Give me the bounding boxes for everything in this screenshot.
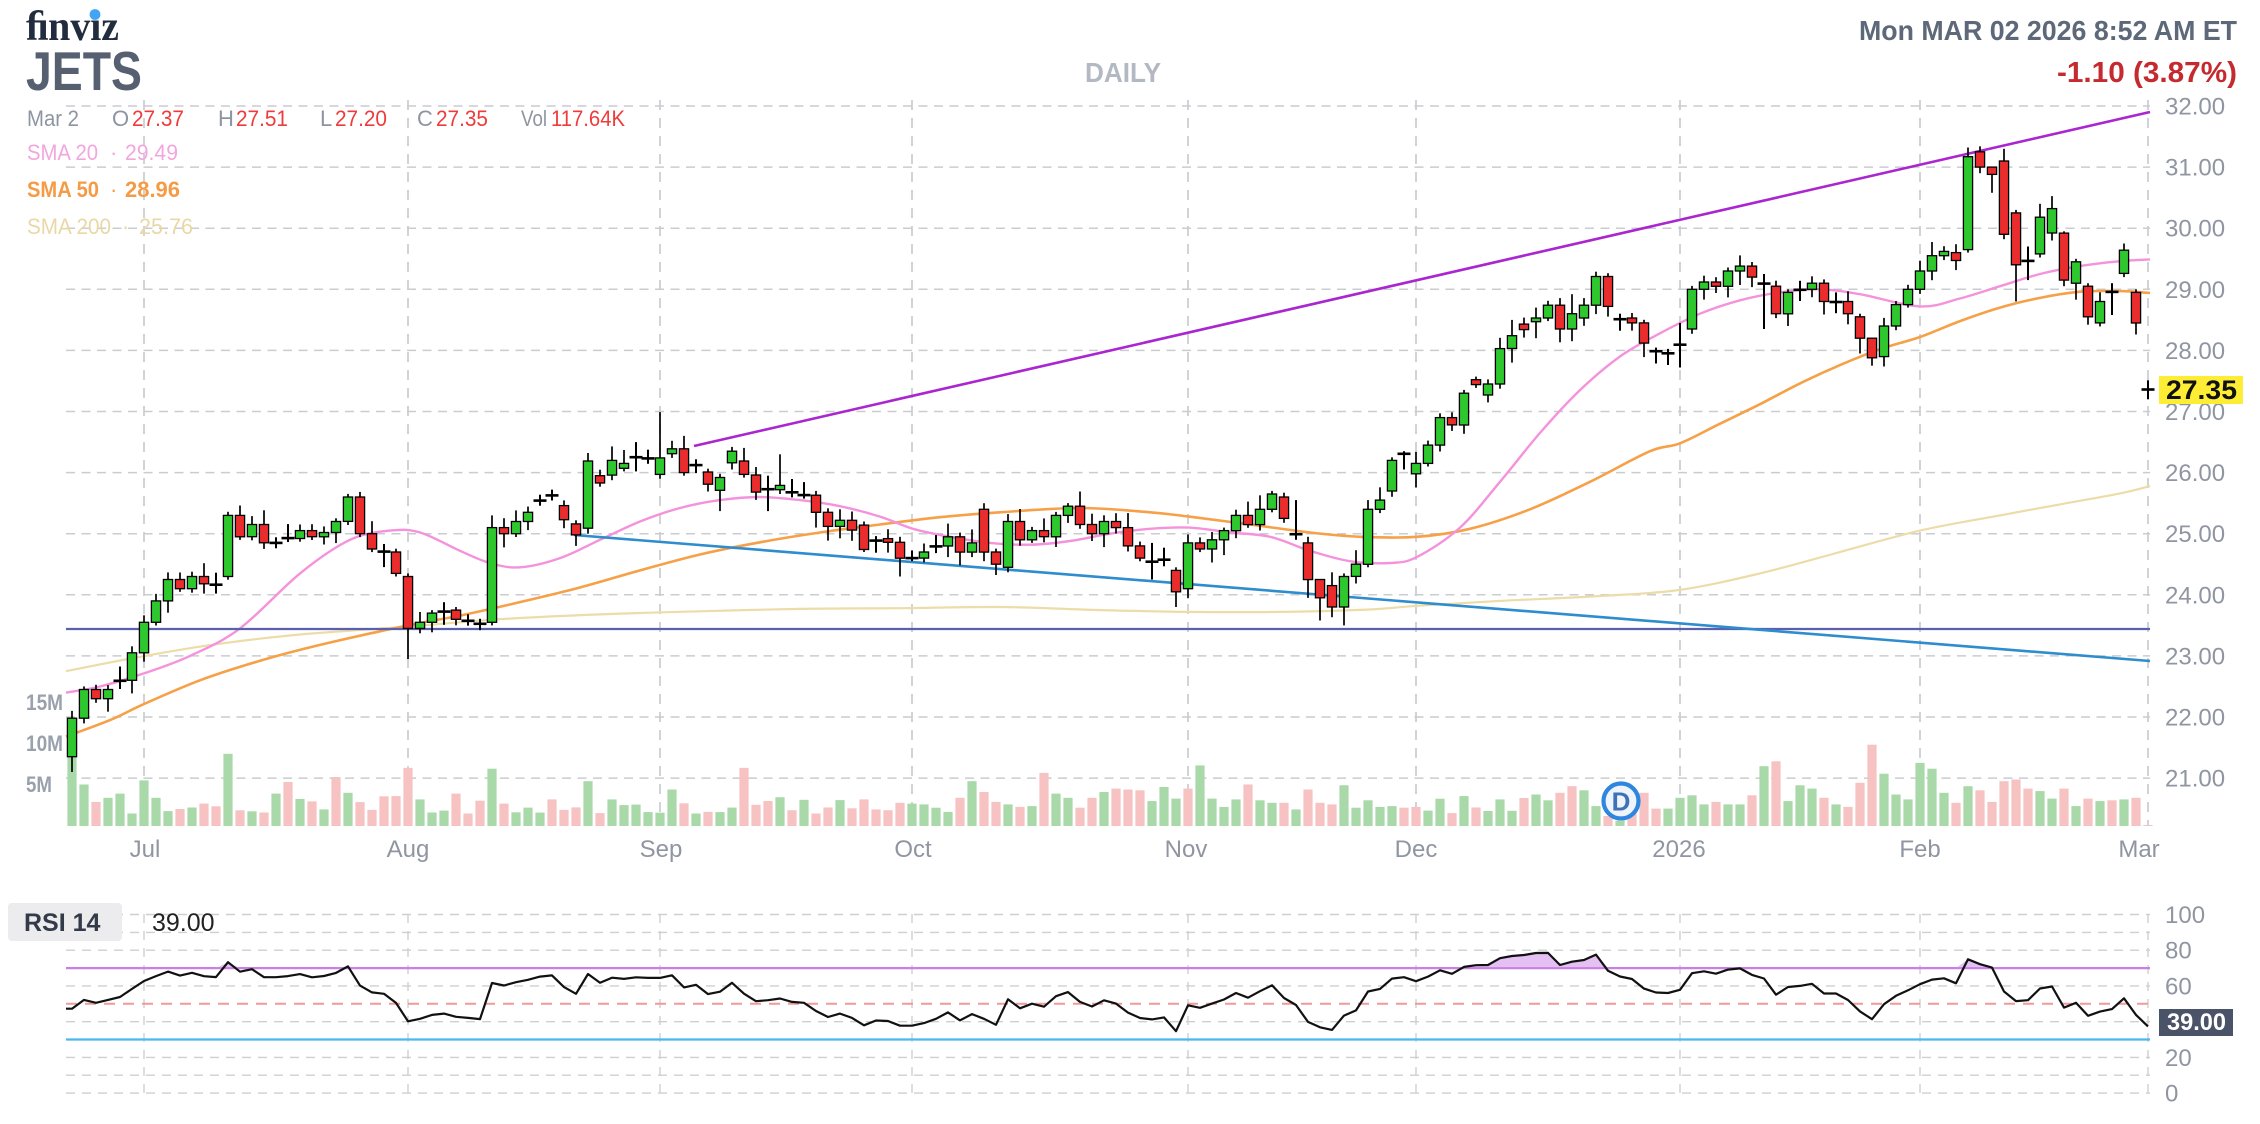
svg-text:SMA 200: SMA 200	[27, 214, 111, 239]
svg-text:·: ·	[110, 140, 117, 165]
svg-text:28.00: 28.00	[2165, 338, 2225, 365]
svg-text:Oct: Oct	[894, 836, 932, 863]
svg-text:25.00: 25.00	[2165, 521, 2225, 548]
svg-text:Mar: Mar	[2118, 836, 2159, 863]
svg-text:60: 60	[2165, 973, 2192, 1000]
svg-text:Vol: Vol	[521, 106, 547, 131]
svg-text:Mar 2: Mar 2	[27, 106, 79, 131]
svg-text:30.00: 30.00	[2165, 216, 2225, 243]
svg-text:5M: 5M	[26, 772, 52, 797]
svg-text:10M: 10M	[26, 731, 63, 756]
svg-text:Sep: Sep	[640, 836, 683, 863]
svg-text:0: 0	[2165, 1081, 2178, 1108]
svg-text:·: ·	[122, 214, 129, 239]
svg-text:80: 80	[2165, 938, 2192, 965]
svg-text:SMA 50: SMA 50	[27, 177, 99, 202]
svg-text:15M: 15M	[26, 690, 63, 715]
svg-text:21.00: 21.00	[2165, 766, 2225, 793]
svg-text:·: ·	[110, 177, 117, 202]
svg-text:Feb: Feb	[1899, 836, 1940, 863]
svg-text:23.00: 23.00	[2165, 643, 2225, 670]
svg-text:O: O	[112, 106, 129, 131]
svg-text:27.37: 27.37	[132, 106, 184, 131]
svg-text:20: 20	[2165, 1045, 2192, 1072]
svg-text:28.96: 28.96	[125, 177, 180, 202]
svg-text:DAILY: DAILY	[1085, 57, 1161, 88]
svg-text:31.00: 31.00	[2165, 155, 2225, 182]
svg-text:H: H	[218, 106, 234, 131]
svg-text:117.64K: 117.64K	[551, 106, 625, 131]
svg-text:24.00: 24.00	[2165, 582, 2225, 609]
svg-text:L: L	[320, 106, 332, 131]
svg-text:39.00: 39.00	[2167, 1009, 2226, 1036]
svg-text:RSI 14: RSI 14	[24, 909, 101, 937]
svg-text:29.00: 29.00	[2165, 277, 2225, 304]
svg-text:C: C	[417, 106, 433, 131]
svg-text:2026: 2026	[1652, 836, 1705, 863]
svg-text:ﬁnvız: ﬁnvız	[26, 4, 119, 50]
svg-text:100: 100	[2165, 902, 2205, 929]
svg-text:D: D	[1612, 787, 1631, 817]
svg-text:Nov: Nov	[1165, 836, 1208, 863]
svg-text:Dec: Dec	[1395, 836, 1438, 863]
svg-text:27.35: 27.35	[2166, 375, 2237, 405]
svg-text:27.51: 27.51	[236, 106, 288, 131]
svg-text:39.00: 39.00	[152, 909, 215, 937]
svg-text:SMA 20: SMA 20	[27, 140, 98, 165]
svg-text:Aug: Aug	[387, 836, 430, 863]
svg-text:32.00: 32.00	[2165, 94, 2225, 121]
svg-text:25.76: 25.76	[139, 214, 193, 239]
svg-text:Mon MAR 02 2026 8:52 AM ET: Mon MAR 02 2026 8:52 AM ET	[1859, 15, 2237, 46]
svg-text:26.00: 26.00	[2165, 460, 2225, 487]
svg-text:29.49: 29.49	[125, 140, 178, 165]
svg-text:-1.10 (3.87%): -1.10 (3.87%)	[2057, 57, 2237, 89]
svg-text:Jul: Jul	[130, 836, 161, 863]
svg-text:27.35: 27.35	[436, 106, 488, 131]
svg-text:22.00: 22.00	[2165, 705, 2225, 732]
svg-text:27.20: 27.20	[335, 106, 387, 131]
svg-text:JETS: JETS	[26, 40, 142, 102]
